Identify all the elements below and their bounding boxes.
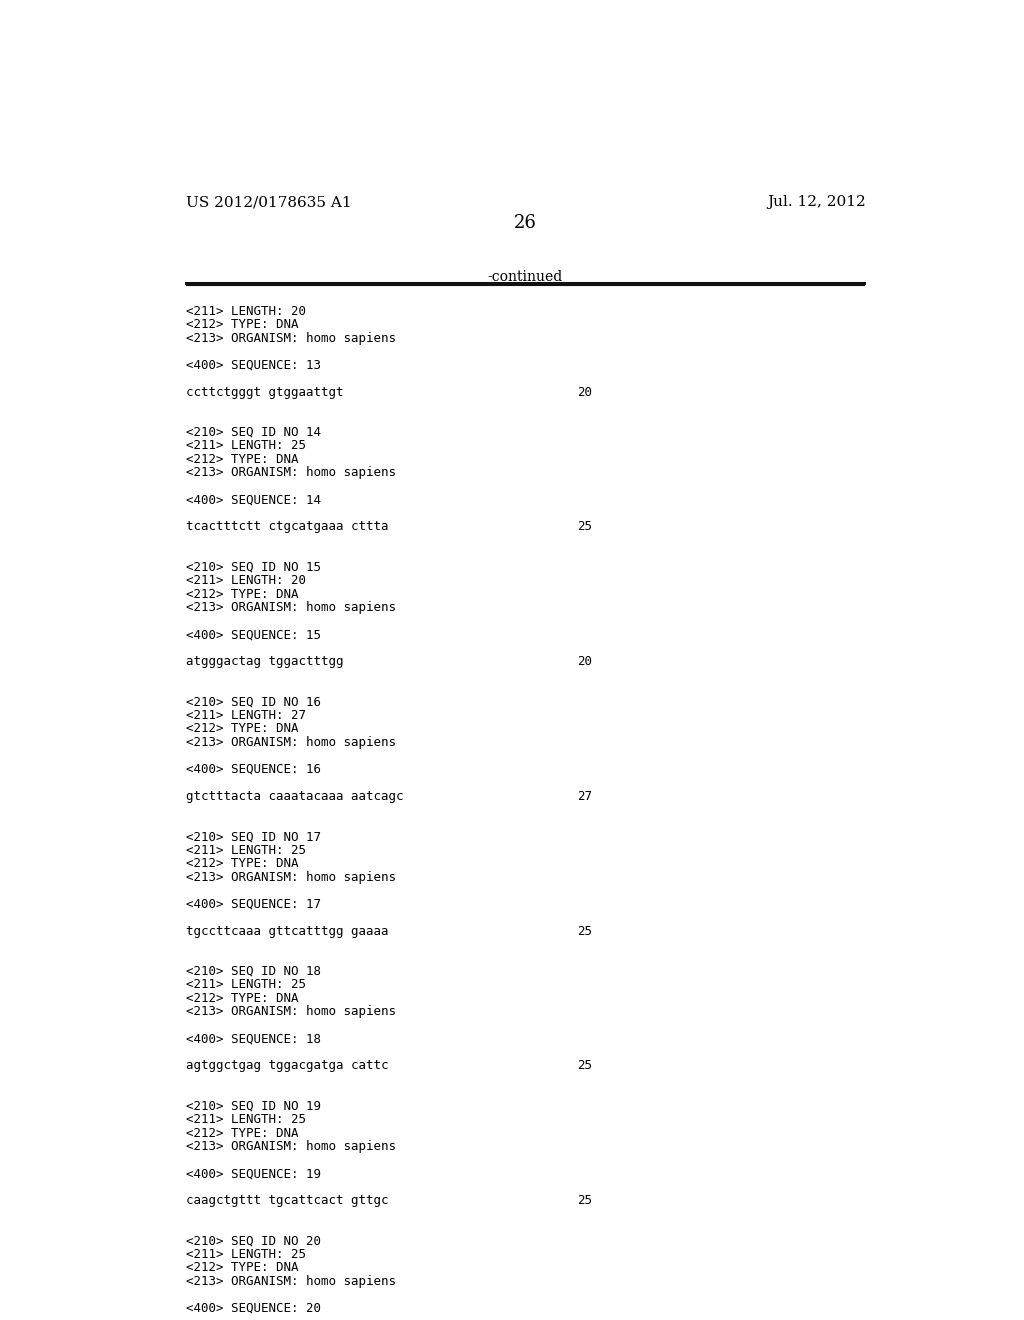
Text: agtggctgag tggacgatga cattc: agtggctgag tggacgatga cattc (186, 1059, 389, 1072)
Text: <212> TYPE: DNA: <212> TYPE: DNA (186, 1262, 299, 1274)
Text: <210> SEQ ID NO 15: <210> SEQ ID NO 15 (186, 561, 322, 574)
Text: <213> ORGANISM: homo sapiens: <213> ORGANISM: homo sapiens (186, 871, 396, 883)
Text: <211> LENGTH: 20: <211> LENGTH: 20 (186, 574, 306, 587)
Text: atgggactag tggactttgg: atgggactag tggactttgg (186, 655, 344, 668)
Text: <210> SEQ ID NO 17: <210> SEQ ID NO 17 (186, 830, 322, 843)
Text: <211> LENGTH: 25: <211> LENGTH: 25 (186, 440, 306, 453)
Text: <212> TYPE: DNA: <212> TYPE: DNA (186, 991, 299, 1005)
Text: 27: 27 (578, 789, 593, 803)
Text: <212> TYPE: DNA: <212> TYPE: DNA (186, 453, 299, 466)
Text: <211> LENGTH: 25: <211> LENGTH: 25 (186, 843, 306, 857)
Text: <400> SEQUENCE: 15: <400> SEQUENCE: 15 (186, 628, 322, 642)
Text: -continued: -continued (487, 271, 562, 284)
Text: <210> SEQ ID NO 20: <210> SEQ ID NO 20 (186, 1234, 322, 1247)
Text: caagctgttt tgcattcact gttgc: caagctgttt tgcattcact gttgc (186, 1195, 389, 1206)
Text: ccttctgggt gtggaattgt: ccttctgggt gtggaattgt (186, 385, 344, 399)
Text: tgccttcaaa gttcatttgg gaaaa: tgccttcaaa gttcatttgg gaaaa (186, 924, 389, 937)
Text: <212> TYPE: DNA: <212> TYPE: DNA (186, 1127, 299, 1139)
Text: 25: 25 (578, 1195, 593, 1206)
Text: 25: 25 (578, 1059, 593, 1072)
Text: 20: 20 (578, 655, 593, 668)
Text: 26: 26 (513, 214, 537, 232)
Text: <211> LENGTH: 20: <211> LENGTH: 20 (186, 305, 306, 318)
Text: <213> ORGANISM: homo sapiens: <213> ORGANISM: homo sapiens (186, 1140, 396, 1154)
Text: 25: 25 (578, 520, 593, 533)
Text: US 2012/0178635 A1: US 2012/0178635 A1 (186, 195, 352, 210)
Text: <400> SEQUENCE: 17: <400> SEQUENCE: 17 (186, 898, 322, 911)
Text: <213> ORGANISM: homo sapiens: <213> ORGANISM: homo sapiens (186, 737, 396, 748)
Text: <213> ORGANISM: homo sapiens: <213> ORGANISM: homo sapiens (186, 601, 396, 614)
Text: <210> SEQ ID NO 19: <210> SEQ ID NO 19 (186, 1100, 322, 1113)
Text: gtctttacta caaatacaaa aatcagc: gtctttacta caaatacaaa aatcagc (186, 789, 403, 803)
Text: <212> TYPE: DNA: <212> TYPE: DNA (186, 318, 299, 331)
Text: <210> SEQ ID NO 14: <210> SEQ ID NO 14 (186, 426, 322, 440)
Text: Jul. 12, 2012: Jul. 12, 2012 (767, 195, 866, 210)
Text: <211> LENGTH: 27: <211> LENGTH: 27 (186, 709, 306, 722)
Text: <213> ORGANISM: homo sapiens: <213> ORGANISM: homo sapiens (186, 466, 396, 479)
Text: <212> TYPE: DNA: <212> TYPE: DNA (186, 857, 299, 870)
Text: <212> TYPE: DNA: <212> TYPE: DNA (186, 722, 299, 735)
Text: <400> SEQUENCE: 19: <400> SEQUENCE: 19 (186, 1167, 322, 1180)
Text: <212> TYPE: DNA: <212> TYPE: DNA (186, 587, 299, 601)
Text: <211> LENGTH: 25: <211> LENGTH: 25 (186, 1247, 306, 1261)
Text: <213> ORGANISM: homo sapiens: <213> ORGANISM: homo sapiens (186, 1275, 396, 1288)
Text: 25: 25 (578, 924, 593, 937)
Text: <211> LENGTH: 25: <211> LENGTH: 25 (186, 978, 306, 991)
Text: <210> SEQ ID NO 18: <210> SEQ ID NO 18 (186, 965, 322, 978)
Text: tcactttctt ctgcatgaaa cttta: tcactttctt ctgcatgaaa cttta (186, 520, 389, 533)
Text: <210> SEQ ID NO 16: <210> SEQ ID NO 16 (186, 696, 322, 709)
Text: <400> SEQUENCE: 14: <400> SEQUENCE: 14 (186, 494, 322, 507)
Text: <213> ORGANISM: homo sapiens: <213> ORGANISM: homo sapiens (186, 331, 396, 345)
Text: <211> LENGTH: 25: <211> LENGTH: 25 (186, 1113, 306, 1126)
Text: <213> ORGANISM: homo sapiens: <213> ORGANISM: homo sapiens (186, 1006, 396, 1019)
Text: 20: 20 (578, 385, 593, 399)
Text: <400> SEQUENCE: 13: <400> SEQUENCE: 13 (186, 359, 322, 372)
Text: <400> SEQUENCE: 16: <400> SEQUENCE: 16 (186, 763, 322, 776)
Text: <400> SEQUENCE: 20: <400> SEQUENCE: 20 (186, 1302, 322, 1315)
Text: <400> SEQUENCE: 18: <400> SEQUENCE: 18 (186, 1032, 322, 1045)
